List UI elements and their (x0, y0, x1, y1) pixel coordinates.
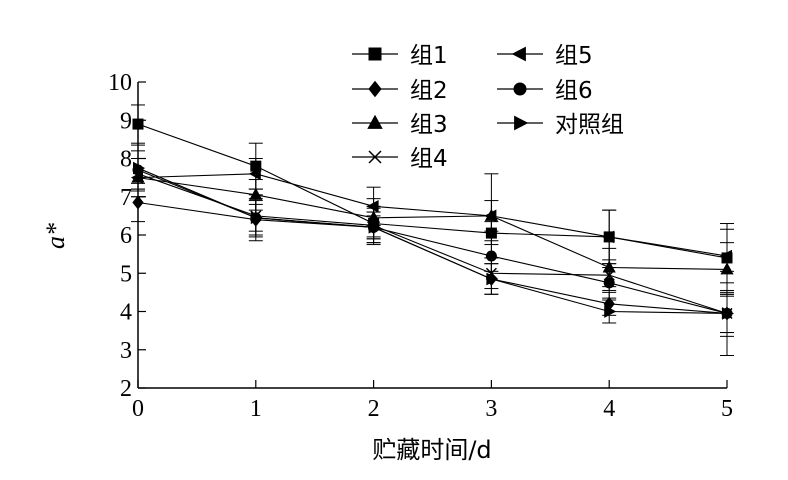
legend-label: 组3 (410, 112, 448, 138)
y-tick-label: 5 (120, 261, 132, 287)
series-line-7 (137, 167, 728, 314)
y-axis-title: a* (41, 223, 70, 249)
legend-item: 组2 (352, 78, 448, 104)
legend-marker-triangle-right (514, 115, 529, 131)
series-line-3 (137, 177, 728, 270)
legend-marker-triangle-up (367, 114, 383, 129)
legend-label: 组6 (555, 78, 593, 104)
x-tick-label: 2 (368, 396, 380, 422)
legend-marker-square (368, 47, 382, 61)
x-axis-title: 贮藏时间/d (372, 436, 491, 464)
legend-marker-triangle-left (511, 46, 526, 62)
data-point-triangle-up (602, 260, 616, 273)
series-line-5 (137, 173, 728, 257)
legend-marker-x (368, 150, 382, 164)
data-point-triangle-left (719, 249, 732, 263)
axes-layer: 2 3 4 5 6 7 8 9 10 0 1 2 3 4 5 (108, 70, 733, 422)
legend-item: 组6 (497, 78, 593, 104)
data-point-circle (603, 277, 615, 289)
y-tick-label: 8 (120, 147, 132, 173)
legend-item: 组5 (497, 43, 593, 69)
y-tick-label: 2 (120, 376, 132, 402)
legend-marker-diamond (368, 80, 382, 98)
legend-marker-circle (513, 82, 527, 96)
data-point-square (485, 227, 497, 239)
legend-label: 组5 (555, 43, 593, 69)
y-tick-label: 6 (120, 223, 132, 249)
y-tick-label: 4 (120, 300, 132, 326)
y-tick-label: 3 (120, 338, 132, 364)
data-point-triangle-left (248, 167, 261, 181)
data-point-triangle-up (249, 187, 263, 200)
data-point-triangle-right (486, 272, 499, 286)
data-point-triangle-right (250, 211, 263, 225)
legend-label: 组2 (410, 78, 448, 104)
data-point-triangle-right (722, 307, 735, 320)
x-tick-label: 0 (132, 396, 144, 422)
y-tick-label: 7 (120, 185, 132, 211)
legend-label: 组1 (410, 43, 448, 69)
series-line-2 (137, 201, 728, 314)
legend-item: 对照组 (497, 112, 624, 138)
legend: 组1 组2 组3 组4 组5 组6 对照组 (352, 43, 624, 172)
x-tick-label: 5 (721, 396, 733, 422)
x-tick-label: 4 (603, 396, 615, 422)
data-point-triangle-left (366, 199, 379, 213)
x-tick-label: 1 (250, 396, 262, 422)
legend-label: 对照组 (555, 112, 624, 138)
x-tick-label: 3 (485, 396, 497, 422)
legend-item: 组1 (352, 43, 448, 69)
legend-item: 组4 (352, 146, 448, 172)
legend-label: 组4 (410, 146, 448, 172)
data-point-triangle-up (720, 262, 734, 275)
series-line-4 (137, 173, 728, 314)
data-point-triangle-right (604, 305, 617, 318)
data-point-triangle-left (602, 230, 615, 244)
y-tick-label: 10 (108, 70, 132, 96)
error-bars-layer (131, 104, 734, 356)
data-point-circle (485, 250, 497, 262)
data-point-triangle-right (368, 221, 381, 234)
y-tick-label: 9 (120, 108, 132, 134)
data-point-triangle-left (484, 209, 497, 223)
series-lines-layer (137, 123, 728, 314)
legend-item: 组3 (352, 112, 448, 138)
